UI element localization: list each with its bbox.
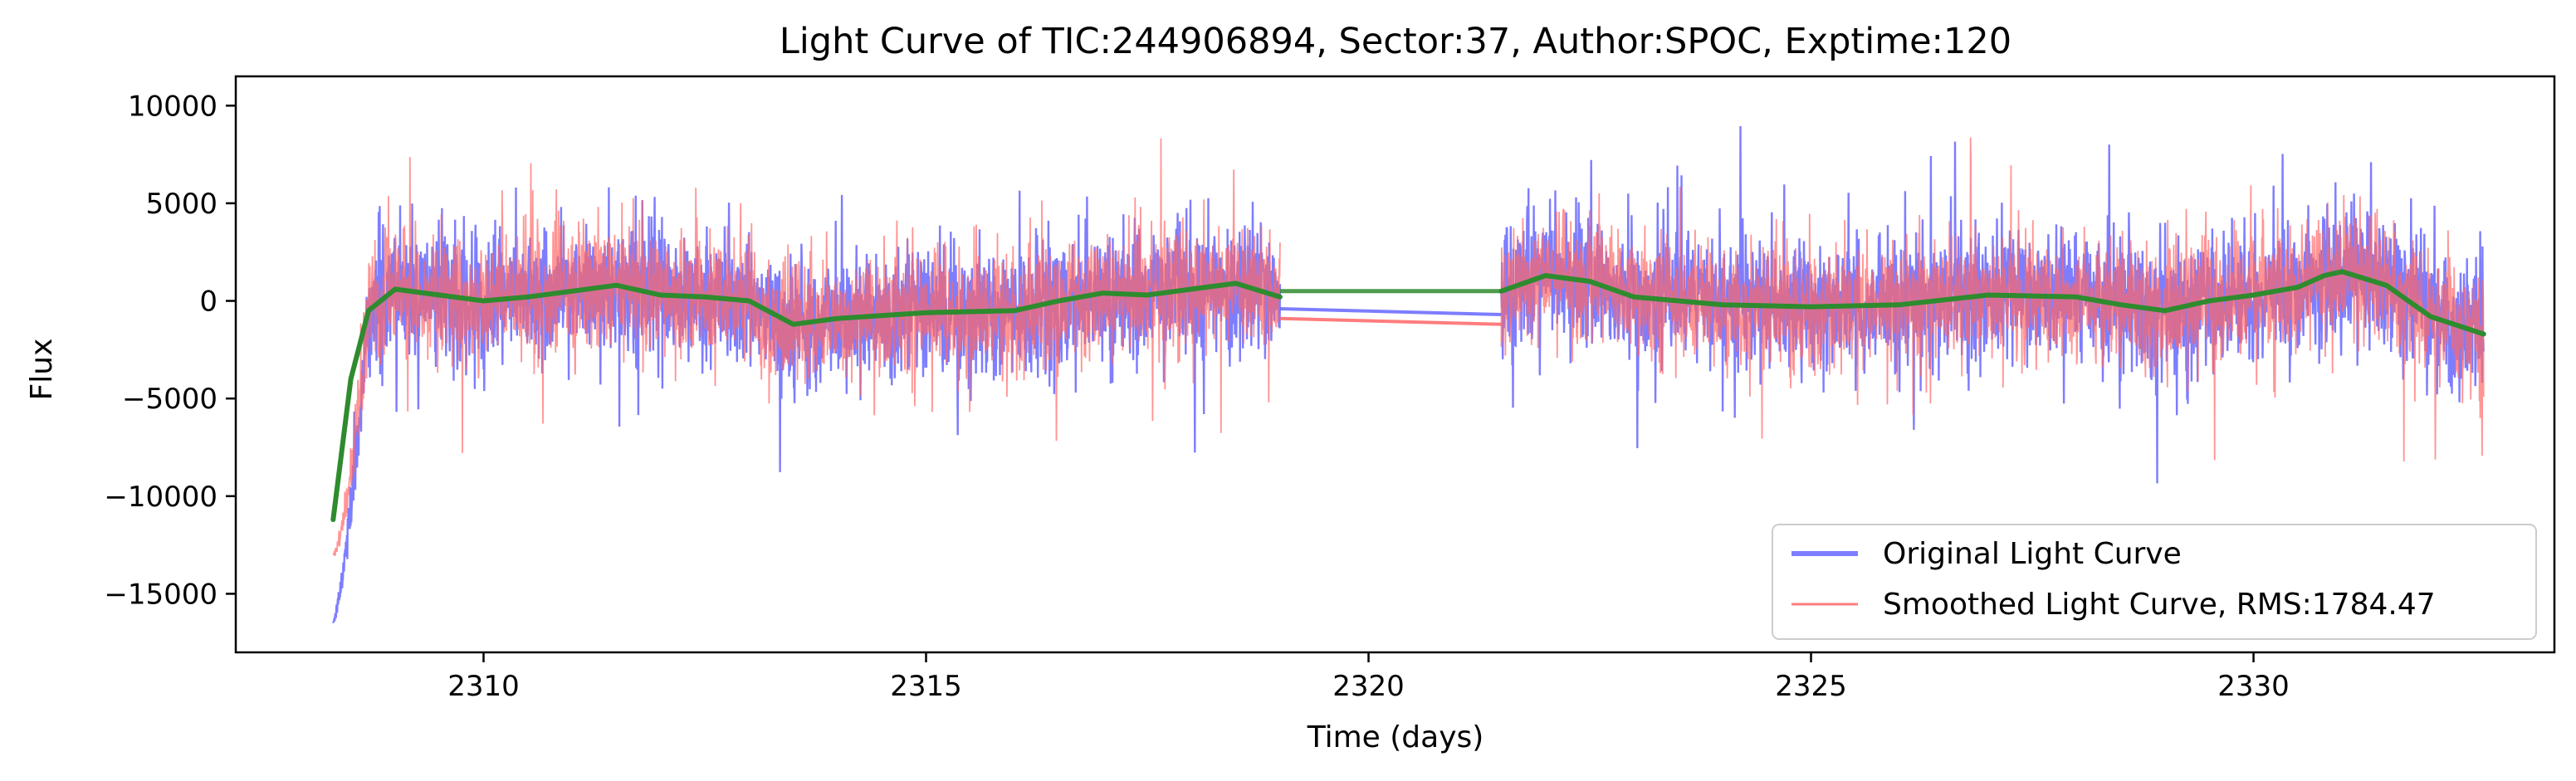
smoothed-light-curve-line	[332, 137, 2485, 556]
x-tick-label: 2310	[447, 670, 520, 703]
x-tick-label: 2330	[2217, 670, 2290, 703]
gap-bridge-line	[1279, 306, 1502, 317]
y-tick-label: −15000	[104, 578, 218, 611]
y-tick-label: 0	[199, 286, 218, 319]
gap-bridge-line	[1279, 316, 1502, 326]
y-tick-label: 5000	[145, 188, 218, 221]
chart-title: Light Curve of TIC:244906894, Sector:37,…	[780, 21, 2011, 62]
plot-frame	[234, 75, 2556, 654]
plot-area	[330, 125, 2486, 623]
x-axis-label: Time (days)	[1307, 720, 1484, 754]
legend-box	[1772, 524, 2537, 640]
y-axis-label: Flux	[25, 339, 59, 401]
legend-label-smoothed: Smoothed Light Curve, RMS:1784.47	[1883, 588, 2436, 622]
legend-label-original: Original Light Curve	[1883, 537, 2182, 571]
x-axis-ticks: 2310 2315 2320 2325 2330	[447, 652, 2290, 703]
trend-line	[330, 269, 2486, 522]
gap-bridges	[1279, 289, 1502, 326]
y-tick-label: −10000	[104, 481, 218, 514]
y-tick-label: 10000	[128, 90, 218, 123]
y-axis-ticks: 10000 5000 0 −5000 −10000 −15000	[104, 90, 236, 611]
smoothed-light-curve-series	[332, 137, 2485, 556]
legend: Original Light Curve Smoothed Light Curv…	[1772, 524, 2537, 640]
trend-series	[330, 269, 2486, 522]
x-tick-label: 2320	[1332, 670, 1405, 703]
x-tick-label: 2325	[1775, 670, 1847, 703]
y-tick-label: −5000	[122, 383, 218, 416]
x-tick-label: 2315	[890, 670, 962, 703]
